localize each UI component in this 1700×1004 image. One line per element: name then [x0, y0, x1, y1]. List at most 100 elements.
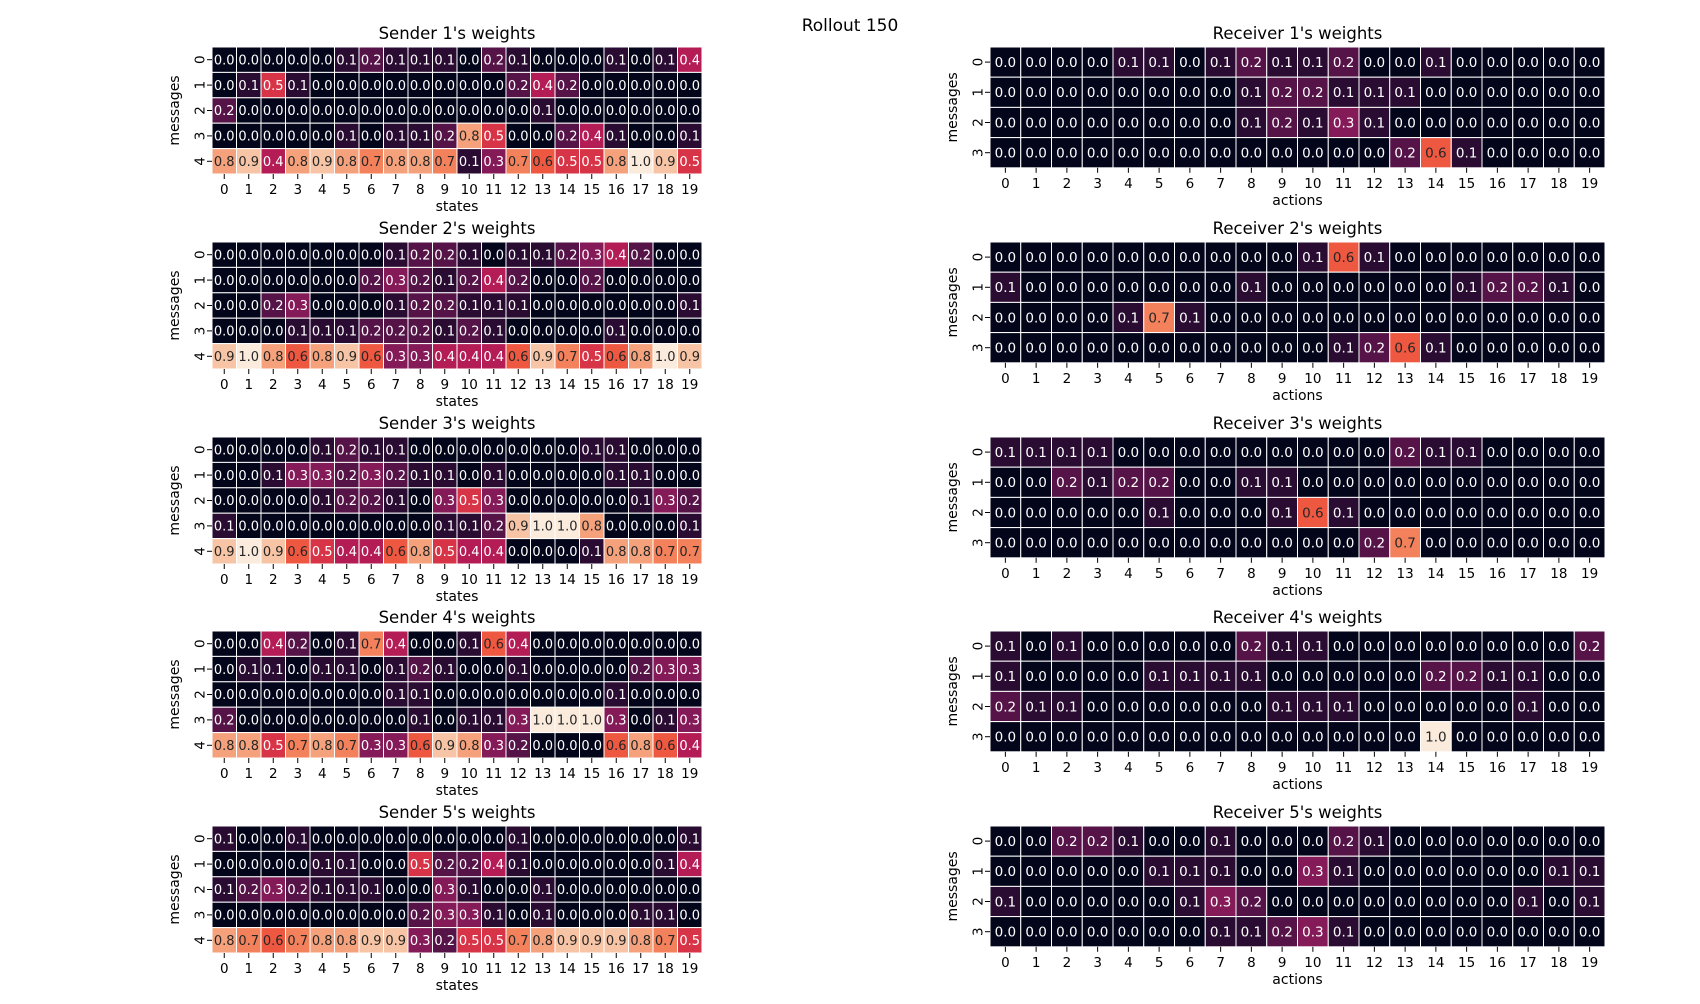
cell-value-label: 0.0	[1456, 85, 1477, 101]
cell-value-label: 0.0	[581, 739, 602, 754]
cell-value-label: 0.0	[1302, 445, 1323, 461]
x-tick-label: 3	[1093, 760, 1102, 776]
cell-value-label: 0.0	[630, 104, 651, 119]
y-tick-label: 3	[971, 538, 987, 547]
x-tick-label: 17	[1520, 566, 1537, 582]
x-tick-label: 15	[1458, 566, 1475, 582]
cell-value-label: 0.2	[557, 130, 578, 145]
x-tick-label: 14	[559, 766, 576, 782]
x-tick-label: 0	[1001, 176, 1010, 192]
y-tick-label: 2	[193, 496, 209, 505]
heatmap-cell	[358, 46, 384, 73]
cell-value-label: 0.0	[1517, 250, 1538, 266]
cell-value-label: 0.0	[1118, 115, 1139, 131]
x-tick-label: 0	[1001, 371, 1010, 387]
x-tick-label: 6	[1186, 176, 1195, 192]
x-tick-label: 2	[269, 572, 278, 588]
x-tick-label: 3	[1093, 371, 1102, 387]
cell-value-label: 0.0	[1271, 250, 1292, 266]
cell-value-label: 0.3	[385, 274, 406, 289]
x-tick-label: 9	[440, 377, 449, 393]
heatmap-cell	[677, 343, 703, 370]
x-tick-label: 8	[1247, 176, 1256, 192]
cell-value-label: 0.0	[1487, 115, 1508, 131]
cell-value-label: 0.0	[1210, 341, 1231, 357]
cell-value-label: 0.0	[1425, 639, 1446, 655]
cell-value-label: 0.0	[238, 53, 259, 68]
cell-value-label: 0.0	[630, 325, 651, 340]
cell-value-label: 0.0	[606, 79, 627, 94]
x-tick-label: 16	[1489, 371, 1506, 387]
heatmap-cell	[652, 97, 678, 124]
cell-value-label: 0.7	[1394, 536, 1415, 552]
cell-value-label: 0.0	[263, 443, 284, 458]
cell-value-label: 0.0	[263, 858, 284, 873]
cell-value-label: 0.0	[1087, 310, 1108, 326]
heatmap-cell	[652, 317, 678, 345]
cell-value-label: 1.0	[557, 520, 578, 535]
cell-value-label: 0.4	[361, 545, 382, 560]
cell-value-label: 0.0	[361, 79, 382, 94]
y-tick-label: 2	[971, 897, 987, 906]
cell-value-label: 0.4	[263, 155, 284, 170]
heatmap-cell	[989, 301, 1022, 334]
heatmap-cell	[481, 343, 507, 370]
cell-value-label: 0.0	[1517, 730, 1538, 746]
cell-value-label: 0.1	[532, 909, 553, 924]
heatmap-cell	[1266, 436, 1298, 468]
cell-value-label: 0.0	[1210, 536, 1231, 552]
x-tick-label: 9	[440, 572, 449, 588]
cell-value-label: 0.2	[410, 248, 431, 263]
x-tick-label: 19	[1581, 955, 1598, 971]
cell-value-label: 0.0	[508, 909, 529, 924]
heatmap-cell	[1327, 76, 1360, 108]
x-tick-label: 3	[1093, 176, 1102, 192]
cell-value-label: 0.1	[1487, 669, 1508, 685]
cell-value-label: 0.0	[238, 832, 259, 847]
cell-value-label: 0.0	[508, 130, 529, 145]
cell-value-label: 0.1	[1241, 475, 1262, 491]
cell-value-label: 0.9	[557, 934, 578, 949]
cell-value-label: 0.0	[1548, 894, 1569, 910]
heatmap-cell	[554, 46, 580, 73]
cell-value-label: 0.0	[1056, 730, 1077, 746]
heatmap-cell	[1020, 301, 1052, 334]
cell-value-label: 0.0	[1025, 834, 1046, 850]
cell-value-label: 0.0	[1364, 505, 1385, 521]
cell-value-label: 0.1	[606, 53, 627, 68]
cell-value-label: 0.0	[361, 688, 382, 703]
heatmap-cell	[530, 46, 556, 73]
cell-value-label: 0.0	[1087, 925, 1108, 941]
cell-value-label: 0.0	[557, 494, 578, 509]
cell-value-label: 0.3	[410, 350, 431, 365]
cell-value-label: 0.0	[385, 858, 406, 873]
cell-value-label: 0.0	[1087, 864, 1108, 880]
cell-value-label: 0.0	[1056, 669, 1077, 685]
heatmap-cell	[1512, 241, 1544, 273]
heatmap-cell	[677, 487, 703, 514]
cell-value-label: 0.1	[679, 299, 700, 314]
cell-value-label: 0.0	[1087, 536, 1108, 552]
x-tick-label: 5	[342, 961, 351, 977]
heatmap-cell	[579, 343, 605, 370]
cell-value-label: 0.1	[385, 53, 406, 68]
cell-value-label: 0.0	[459, 832, 480, 847]
cell-value-label: 0.0	[263, 104, 284, 119]
cell-value-label: 0.1	[238, 79, 259, 94]
x-tick-label: 6	[367, 182, 376, 198]
cell-value-label: 0.0	[1118, 85, 1139, 101]
x-tick-label: 16	[1489, 760, 1506, 776]
heatmap-cell	[1450, 332, 1483, 364]
cell-value-label: 0.8	[312, 350, 333, 365]
cell-value-label: 0.0	[1302, 280, 1323, 296]
cell-value-label: 0.0	[238, 520, 259, 535]
cell-value-label: 0.0	[1056, 536, 1077, 552]
cell-value-label: 0.0	[1456, 834, 1477, 850]
heatmap-cell	[1573, 137, 1606, 169]
cell-value-label: 0.9	[336, 350, 357, 365]
cell-value-label: 0.5	[459, 934, 480, 949]
cell-value-label: 0.1	[214, 883, 235, 898]
x-tick-label: 8	[1247, 371, 1256, 387]
cell-value-label: 0.0	[995, 146, 1016, 162]
heatmap-cell	[1174, 301, 1206, 334]
